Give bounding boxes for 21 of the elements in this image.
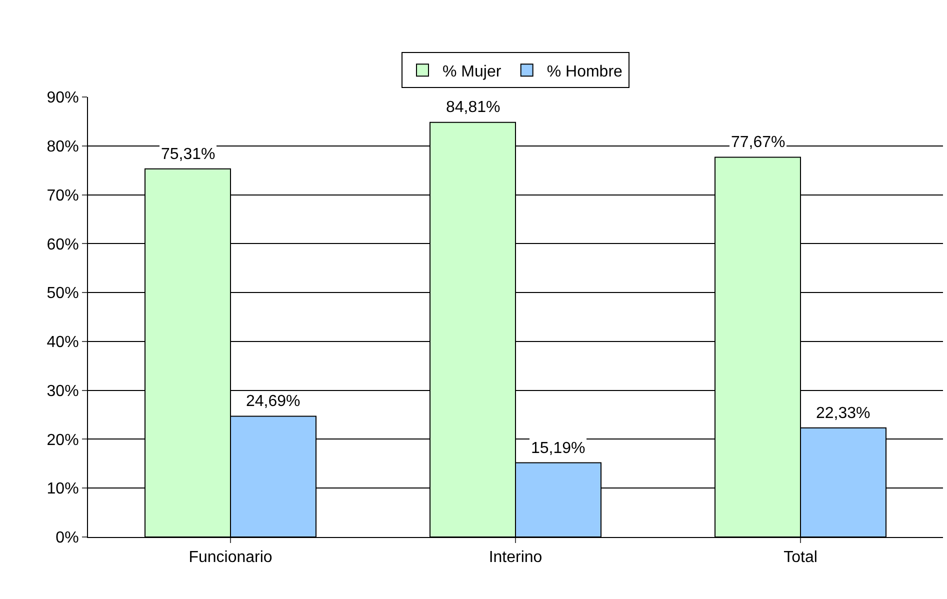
x-tick-label: Interino	[488, 549, 542, 566]
y-tick-label: 80%	[46, 138, 79, 156]
y-tick-label: 10%	[46, 480, 79, 498]
legend-label: % Mujer	[442, 63, 502, 80]
x-tick-label: Funcionario	[188, 549, 272, 566]
y-tick-label: 60%	[46, 236, 79, 254]
y-tick-label: 90%	[46, 90, 79, 107]
x-tick-label: Total	[784, 549, 818, 566]
legend-label: % Hombre	[546, 63, 623, 80]
data-label: 24,69%	[246, 393, 300, 410]
y-tick-label: 50%	[46, 285, 79, 302]
y-tick-label: 30%	[46, 382, 79, 400]
data-label: 22,33%	[816, 405, 870, 422]
y-tick-label: 70%	[46, 187, 79, 204]
data-label: 75,31%	[161, 146, 216, 163]
y-tick-label: 0%	[56, 530, 79, 547]
y-tick-label: 40%	[46, 334, 79, 352]
data-label: 77,67%	[731, 134, 786, 151]
y-tick-label: 20%	[46, 432, 79, 449]
data-label: 84,81%	[446, 99, 500, 116]
data-label: 15,19%	[531, 440, 586, 457]
